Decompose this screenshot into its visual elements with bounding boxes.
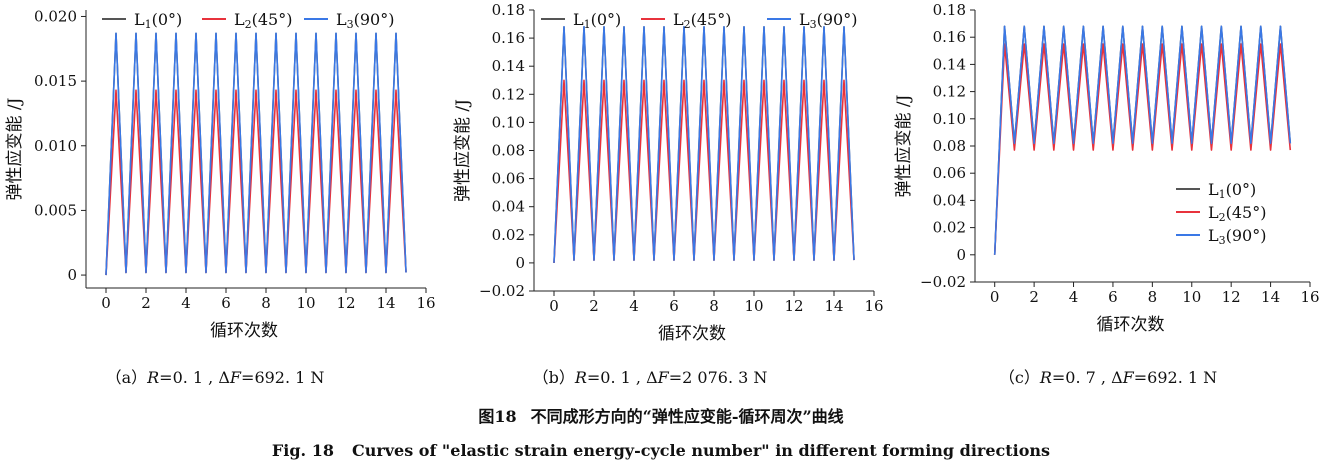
y-tick-label: 0.06: [933, 164, 966, 182]
panel-c: 0 2 4 6 8 10 12 14 16 −0.02 0 0.02 0.04 0.06 0.08 0.10 0…: [894, 1, 1320, 335]
y-tick-label: 0.16: [933, 28, 966, 46]
y-tick-label: 0: [67, 266, 77, 284]
panel-b: 0 2 4 6 8 10 12 14 16 −0.02 0 0.02 0.04 0.06 0.08 0.10 0…: [453, 1, 884, 344]
series-line-l3-90: [553, 26, 855, 263]
y-tick-label: 0.08: [933, 137, 966, 155]
x-tick-label: 10: [744, 297, 763, 315]
y-tick-label: 0.12: [492, 85, 525, 103]
x-tick-label: 16: [1300, 288, 1319, 306]
x-tick-label: 2: [1029, 288, 1039, 306]
legend-label: L2(45°): [234, 10, 292, 31]
x-tick-label: 8: [709, 297, 719, 315]
x-tick-label: 8: [261, 294, 271, 312]
y-tick-label: 0.18: [492, 1, 525, 19]
x-tick-label: 10: [1182, 288, 1201, 306]
x-tick-label: 4: [629, 297, 639, 315]
y-tick-label: 0: [515, 254, 525, 272]
x-tick-label: 0: [549, 297, 559, 315]
caption-c: （c）R=0. 7 , ΔF=692. 1 N: [999, 368, 1217, 387]
y-tick-label: 0.10: [933, 110, 966, 128]
x-tick-label: 8: [1148, 288, 1158, 306]
y-tick-label: 0.04: [492, 198, 525, 216]
y-axis-label: 弹性应变能 /J: [5, 97, 25, 200]
y-tick-label: 0.06: [492, 170, 525, 188]
y-axis-label: 弹性应变能 /J: [894, 94, 914, 197]
figure-title-cn: 图18 不同成形方向的“弹性应变能-循环周次”曲线: [478, 407, 843, 426]
series-line-l2-45: [105, 89, 407, 276]
series-line-l3-90: [105, 32, 407, 276]
y-tick-label: 0.04: [933, 191, 966, 209]
series-line-l3-90: [993, 25, 1292, 255]
series-line-l2-45: [993, 43, 1292, 255]
y-tick-label: 0: [956, 246, 966, 264]
x-tick-label: 14: [1261, 288, 1280, 306]
x-tick-label: 14: [376, 294, 395, 312]
y-tick-label: −0.02: [920, 273, 966, 291]
y-tick-label: −0.02: [479, 282, 525, 300]
y-tick-label: 0.020: [34, 7, 77, 25]
x-tick-label: 6: [669, 297, 679, 315]
y-tick-label: 0.08: [492, 142, 525, 160]
x-tick-label: 10: [296, 294, 315, 312]
caption-b: （b）R=0. 1 , ΔF=2 076. 3 N: [533, 368, 768, 387]
legend-label: L1(0°): [1208, 180, 1256, 201]
y-axis-label: 弹性应变能 /J: [453, 99, 473, 202]
y-tick-label: 0.12: [933, 83, 966, 101]
y-tick-label: 0.16: [492, 29, 525, 47]
y-tick-label: 0.14: [492, 57, 525, 75]
legend-label: L2(45°): [673, 10, 731, 31]
x-axis-label: 循环次数: [1097, 315, 1165, 335]
x-tick-label: 16: [416, 294, 435, 312]
x-tick-label: 6: [221, 294, 231, 312]
legend-label: L3(90°): [799, 10, 857, 31]
x-tick-label: 6: [1108, 288, 1118, 306]
x-tick-label: 12: [784, 297, 803, 315]
series-line-l2-45: [553, 79, 855, 263]
legend-label: L1(0°): [134, 10, 182, 31]
y-tick-label: 0.14: [933, 55, 966, 73]
x-tick-label: 0: [990, 288, 1000, 306]
y-tick-label: 0.02: [933, 219, 966, 237]
x-tick-label: 16: [864, 297, 883, 315]
y-tick-label: 0.18: [933, 1, 966, 19]
x-tick-label: 12: [336, 294, 355, 312]
x-tick-label: 12: [1222, 288, 1241, 306]
x-axis-label: 循环次数: [210, 321, 278, 341]
x-tick-label: 4: [181, 294, 191, 312]
legend-label: L3(90°): [1208, 226, 1266, 247]
caption-a: （a）R=0. 1 , ΔF=692. 1 N: [106, 368, 325, 387]
legend-label: L3(90°): [336, 10, 394, 31]
x-tick-label: 2: [141, 294, 151, 312]
x-axis-label: 循环次数: [658, 324, 726, 344]
y-tick-label: 0.005: [34, 201, 77, 219]
figure-title-en: Fig. 18 Curves of "elastic strain energy-…: [272, 441, 1050, 460]
y-tick-label: 0.015: [34, 72, 77, 90]
x-tick-label: 0: [101, 294, 111, 312]
y-tick-label: 0.02: [492, 226, 525, 244]
x-tick-label: 14: [824, 297, 843, 315]
y-tick-label: 0.10: [492, 113, 525, 131]
legend-label: L2(45°): [1208, 203, 1266, 224]
y-tick-label: 0.010: [34, 137, 77, 155]
x-tick-label: 2: [589, 297, 599, 315]
x-tick-label: 4: [1069, 288, 1079, 306]
panel-a: 0 2 4 6 8 10 12 14 16 0 0.005 0.010 0.015 0.020 循环次数 弹性…: [5, 7, 436, 341]
legend-label: L1(0°): [573, 10, 621, 31]
